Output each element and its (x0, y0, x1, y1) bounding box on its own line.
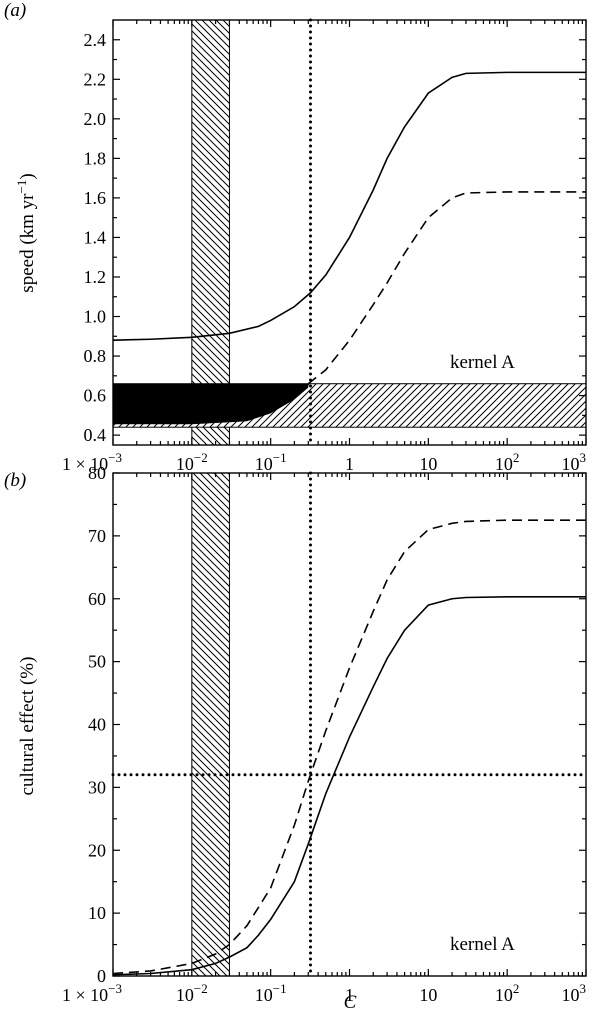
a-y-tick-label: 1.4 (84, 227, 107, 247)
a-y-tick-label: 1.8 (84, 148, 107, 168)
b-x-tick-label: 10−2 (176, 981, 208, 1005)
b-vertical-hatched-band (191, 472, 230, 977)
b-annotation: kernel A (450, 934, 515, 955)
a-x-tick-label-base: 1 × 10 (62, 454, 108, 474)
b-y-tick-label: 30 (88, 777, 106, 797)
a-y-tick-label: 0.4 (84, 425, 107, 445)
a-filled-region (113, 383, 309, 425)
a-series-dashed-line (307, 191, 586, 385)
a-y-tick-label: 1.0 (84, 307, 107, 327)
b-x-tick-label: 10 (419, 985, 437, 1005)
b-y-ticks: 0 10 20 30 40 50 60 70 80 (88, 463, 586, 986)
a-x-tick-label: 10−1 (255, 450, 287, 474)
a-vertical-hatched-band (191, 19, 230, 446)
a-x-tick-label-base: 10 (176, 454, 194, 474)
a-x-tick-label-exponent: −3 (108, 450, 122, 465)
a-x-tick-label-base: 1 (345, 454, 354, 474)
a-x-tick-label-base: 10 (495, 454, 513, 474)
a-y-tick-label: 1.6 (84, 188, 107, 208)
a-x-tick-label: 103 (562, 450, 587, 474)
panel-a-label: (a) (4, 0, 26, 21)
b-x-tick-label: 103 (562, 981, 587, 1005)
b-y-tick-label: 40 (88, 715, 106, 735)
panel-b-label: (b) (4, 470, 26, 491)
a-x-tick-label: 1 (345, 454, 354, 474)
b-x-tick-label-base: 10 (562, 985, 580, 1005)
a-x-ticks: 1 × 10−3 10−2 10−1 1 10 102 103 (62, 20, 587, 474)
a-x-tick-label: 10−2 (176, 450, 208, 474)
b-reference-lines (111, 471, 588, 978)
a-plot-frame (112, 19, 587, 446)
b-y-tick-label: 70 (88, 526, 106, 546)
a-x-tick-label-base: 10 (255, 454, 273, 474)
a-x-tick-label-base: 10 (562, 454, 580, 474)
b-y-tick-label: 0 (97, 966, 106, 986)
a-y-tick-label: 0.6 (84, 386, 107, 406)
b-series-solid-line (112, 596, 586, 976)
b-vertical-band-rect (191, 472, 230, 977)
b-x-tick-label-exponent: −1 (273, 981, 287, 996)
b-x-tick-label-base: 1 × 10 (62, 985, 108, 1005)
b-x-tick-label: 1 (345, 985, 354, 1005)
a-y-tick-label: 1.2 (84, 267, 107, 287)
a-y-ticks: 0.4 0.6 0.8 1.0 1.2 1.4 1.6 1.8 2.0 2.2 2.4 (84, 30, 586, 445)
b-x-tick-label: 1 × 10−3 (62, 981, 122, 1005)
b-x-tick-label: 10−1 (255, 981, 287, 1005)
a-x-tick-label-exponent: 3 (580, 450, 587, 465)
a-series-solid-line (112, 71, 586, 342)
b-x-tick-label-base: 10 (495, 985, 513, 1005)
panel-a-letter: a (10, 0, 20, 21)
b-plot-frame (112, 472, 587, 977)
a-y-axis-label: speed (km yr−1) (14, 173, 38, 292)
a-x-tick-label: 102 (495, 450, 519, 474)
b-x-tick-label-base: 10 (419, 985, 437, 1005)
b-x-tick-label-exponent: −2 (194, 981, 208, 996)
b-x-tick-label-base: 1 (345, 985, 354, 1005)
b-y-tick-label: 50 (88, 652, 106, 672)
a-y-tick-label: 2.0 (84, 109, 107, 129)
a-x-tick-label-base: 10 (419, 454, 437, 474)
b-y-axis-label: cultural effect (%) (17, 657, 38, 796)
a-x-tick-label: 1 × 10−3 (62, 450, 122, 474)
panel-b: (b) 1 × 10−3 10−2 10−1 1 10 102 103 0102030405… (4, 463, 588, 1013)
a-x-tick-label: 10 (419, 454, 437, 474)
b-x-tick-label-exponent: −3 (108, 981, 122, 996)
a-x-tick-label-exponent: −2 (194, 450, 208, 465)
a-vertical-band-rect (191, 19, 230, 446)
b-x-ticks: 1 × 10−3 10−2 10−1 1 10 102 103 (62, 473, 587, 1005)
b-y-tick-label: 10 (88, 903, 106, 923)
a-y-tick-label: 0.8 (84, 346, 107, 366)
b-x-tick-label: 102 (495, 981, 519, 1005)
panel-b-letter: b (10, 470, 20, 491)
a-x-tick-label-exponent: −1 (273, 450, 287, 465)
b-series-dashed-line (112, 519, 586, 975)
a-filled-region-shape (113, 383, 309, 425)
a-annotation: kernel A (450, 352, 515, 373)
b-y-tick-label: 80 (88, 463, 106, 483)
a-x-tick-label-exponent: 2 (513, 450, 520, 465)
panel-a: (a) 1 × 10−3 10−2 10−1 1 10 102 103 0.40.60.81… (4, 0, 587, 474)
b-x-tick-label-exponent: 2 (513, 981, 520, 996)
b-x-axis-label: C (344, 992, 357, 1013)
a-y-tick-label: 2.2 (84, 69, 107, 89)
a-series (112, 71, 586, 385)
b-series (112, 519, 586, 976)
a-y-tick-label: 2.4 (84, 30, 107, 50)
b-y-tick-label: 60 (88, 589, 106, 609)
b-y-tick-label: 20 (88, 840, 106, 860)
b-x-tick-label-exponent: 3 (580, 981, 587, 996)
b-x-tick-label-base: 10 (255, 985, 273, 1005)
b-x-tick-label-base: 10 (176, 985, 194, 1005)
